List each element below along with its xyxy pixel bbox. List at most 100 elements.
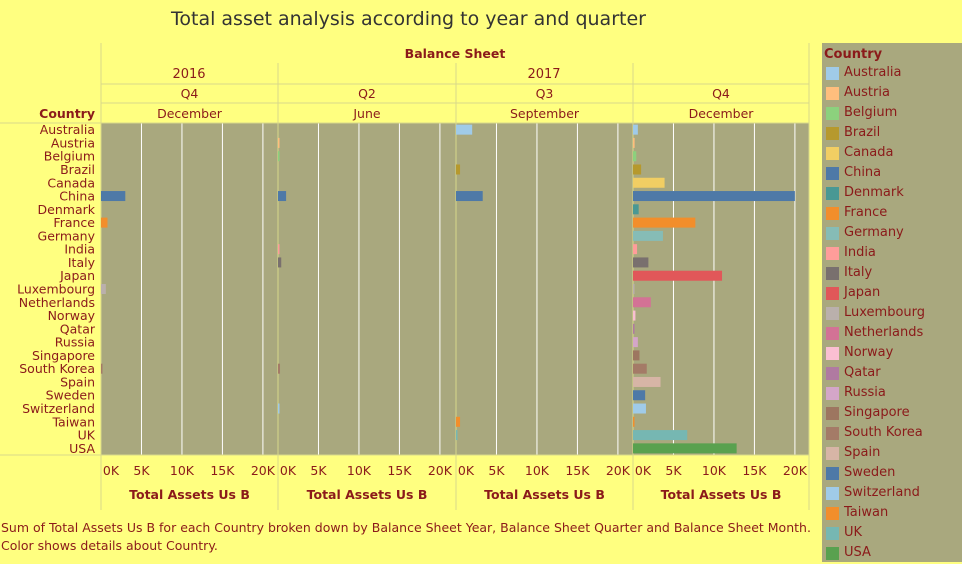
bar-taiwan-q4-2017[interactable] [633, 416, 635, 427]
bar-south-korea-q2-2017[interactable] [278, 363, 281, 374]
balance-sheet-header: Balance Sheet [405, 46, 506, 61]
bar-brazil-q3-2017[interactable] [456, 164, 461, 175]
legend-item-netherlands[interactable]: Netherlands [826, 324, 962, 344]
bar-france-q4-2016[interactable] [101, 217, 108, 228]
country-label-china: China [59, 189, 95, 204]
x-tick-label: 5K [665, 463, 682, 478]
bar-usa-q4-2017[interactable] [633, 443, 737, 454]
bar-austria-q2-2017[interactable] [278, 137, 280, 148]
country-label-spain: Spain [60, 374, 95, 389]
bar-denmark-q4-2017[interactable] [633, 204, 639, 215]
legend-item-russia[interactable]: Russia [826, 384, 962, 404]
panel-background-1 [101, 123, 278, 455]
x-tick-label: 5K [488, 463, 505, 478]
bar-singapore-q4-2017[interactable] [633, 350, 640, 361]
country-label-japan: Japan [59, 268, 95, 283]
bar-belgium-q4-2017[interactable] [633, 151, 637, 162]
legend-swatch [826, 307, 839, 320]
legend-item-australia[interactable]: Australia [826, 64, 962, 84]
bar-china-q3-2017[interactable] [456, 191, 483, 202]
legend-swatch [826, 507, 839, 520]
legend-swatch [826, 247, 839, 260]
legend-item-india[interactable]: India [826, 244, 962, 264]
bar-italy-q2-2017[interactable] [278, 257, 282, 268]
bar-taiwan-q3-2017[interactable] [456, 416, 461, 427]
legend-item-china[interactable]: China [826, 164, 962, 184]
legend-item-switzerland[interactable]: Switzerland [826, 484, 962, 504]
x-tick-label: 5K [133, 463, 150, 478]
bar-austria-q4-2017[interactable] [633, 137, 635, 148]
bar-south-korea-q4-2017[interactable] [633, 363, 647, 374]
legend-swatch [826, 167, 839, 180]
bar-uk-q4-2017[interactable] [633, 430, 688, 441]
country-label-netherlands: Netherlands [19, 295, 95, 310]
legend-item-japan[interactable]: Japan [826, 284, 962, 304]
legend-item-france[interactable]: France [826, 204, 962, 224]
legend-swatch [826, 127, 839, 140]
year-header-2016: 2016 [172, 67, 205, 82]
legend-item-austria[interactable]: Austria [826, 84, 962, 104]
legend-item-usa[interactable]: USA [826, 544, 962, 564]
bar-italy-q4-2017[interactable] [633, 257, 649, 268]
legend-item-germany[interactable]: Germany [826, 224, 962, 244]
bar-australia-q4-2017[interactable] [633, 124, 638, 135]
legend-swatch [826, 187, 839, 200]
bar-netherlands-q4-2017[interactable] [633, 297, 651, 308]
bar-sweden-q4-2017[interactable] [633, 390, 646, 401]
legend-item-sweden[interactable]: Sweden [826, 464, 962, 484]
legend-item-brazil[interactable]: Brazil [826, 124, 962, 144]
bar-luxembourg-q4-2016[interactable] [101, 284, 106, 294]
bar-uk-q3-2017[interactable] [456, 430, 458, 441]
bar-australia-q3-2017[interactable] [456, 124, 473, 135]
legend-item-south-korea[interactable]: South Korea [826, 424, 962, 444]
legend-swatch [826, 87, 839, 100]
bar-norway-q4-2017[interactable] [633, 310, 636, 321]
legend-item-canada[interactable]: Canada [826, 144, 962, 164]
legend-item-denmark[interactable]: Denmark [826, 184, 962, 204]
bar-switzerland-q4-2017[interactable] [633, 403, 646, 414]
month-header: June [352, 106, 381, 121]
legend-swatch [826, 207, 839, 220]
chart-title: Total asset analysis according to year a… [171, 8, 646, 30]
legend-item-belgium[interactable]: Belgium [826, 104, 962, 124]
country-label-india: India [64, 242, 95, 257]
legend-item-taiwan[interactable]: Taiwan [826, 504, 962, 524]
bar-south-korea-q4-2016[interactable] [101, 363, 103, 374]
legend-item-spain[interactable]: Spain [826, 444, 962, 464]
x-tick-label: 20K [606, 463, 631, 478]
bar-germany-q4-2017[interactable] [633, 230, 663, 241]
chart-caption: Sum of Total Assets Us B for each Countr… [1, 519, 811, 555]
x-tick-label: 15K [387, 463, 412, 478]
legend-swatch [826, 67, 839, 80]
country-label-sweden: Sweden [46, 388, 95, 403]
legend-label: Germany [844, 225, 904, 240]
legend-item-norway[interactable]: Norway [826, 344, 962, 364]
bar-japan-q4-2017[interactable] [633, 270, 723, 281]
bar-luxembourg-q4-2017[interactable] [633, 284, 635, 294]
bar-brazil-q4-2017[interactable] [633, 164, 642, 175]
caption-line-1: Sum of Total Assets Us B for each Countr… [1, 520, 811, 535]
bar-qatar-q4-2017[interactable] [633, 323, 635, 334]
bar-russia-q4-2017[interactable] [633, 337, 638, 348]
legend-item-italy[interactable]: Italy [826, 264, 962, 284]
legend-label: India [844, 245, 876, 260]
bar-france-q4-2017[interactable] [633, 217, 696, 228]
bar-china-q2-2017[interactable] [278, 191, 287, 202]
bar-india-q2-2017[interactable] [278, 244, 280, 255]
bar-belgium-q2-2017[interactable] [278, 151, 280, 162]
bar-china-q4-2016[interactable] [101, 191, 126, 202]
bar-china-q4-2017[interactable] [633, 191, 795, 202]
x-axis-title: Total Assets Us B [661, 487, 782, 502]
legend-item-luxembourg[interactable]: Luxembourg [826, 304, 962, 324]
bar-india-q4-2017[interactable] [633, 244, 638, 255]
legend-swatch [826, 547, 839, 560]
bar-spain-q4-2017[interactable] [633, 376, 661, 387]
bar-canada-q4-2017[interactable] [633, 177, 665, 188]
legend-item-qatar[interactable]: Qatar [826, 364, 962, 384]
legend-item-singapore[interactable]: Singapore [826, 404, 962, 424]
legend-label: Italy [844, 265, 873, 280]
legend-label: France [844, 205, 888, 220]
legend-item-uk[interactable]: UK [826, 524, 962, 544]
bar-switzerland-q2-2017[interactable] [278, 403, 280, 414]
legend-label: Australia [844, 65, 902, 80]
